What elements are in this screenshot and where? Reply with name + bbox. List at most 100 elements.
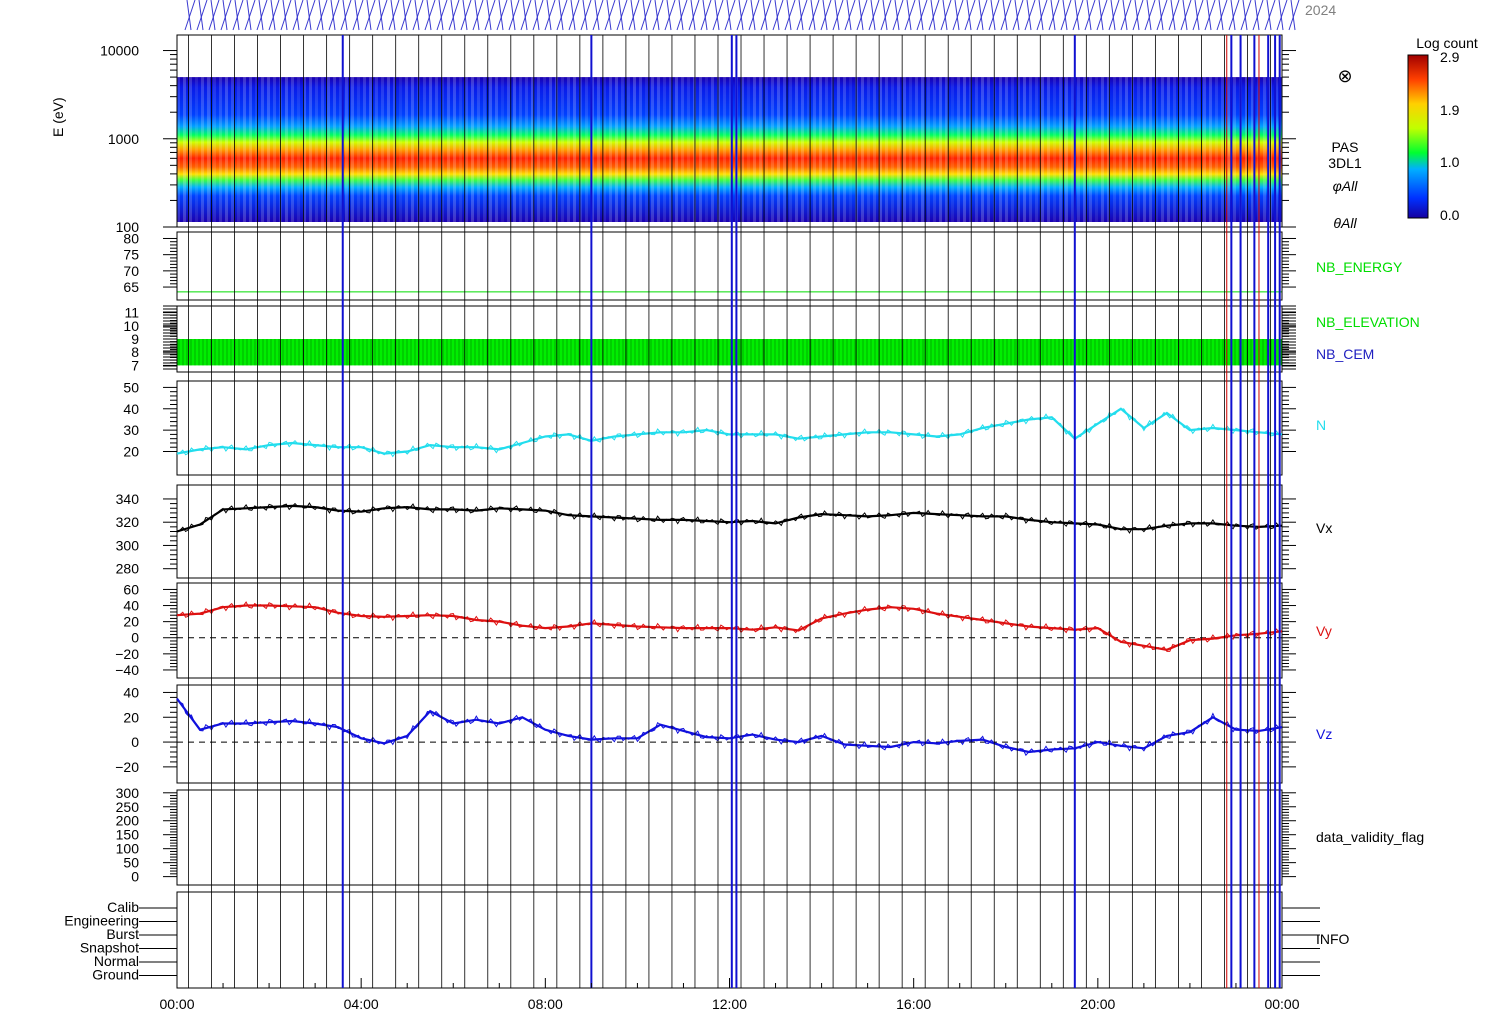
spectrogram-texture-column (867, 77, 870, 222)
spectrogram-texture-column (537, 77, 540, 222)
ytick-label: 20 (123, 709, 139, 725)
header-stroke (592, 0, 604, 31)
spectrogram-texture-column (453, 77, 456, 222)
header-stroke (1012, 0, 1024, 31)
spectrogram-texture-column (747, 77, 750, 222)
header-stroke (1038, 0, 1044, 31)
ytick-label: 40 (123, 684, 139, 700)
header-stroke (1062, 0, 1068, 31)
spectrogram-texture-column (1233, 77, 1236, 222)
label-nb-cem: NB_CEM (1316, 346, 1374, 362)
spectrogram-texture-column (1107, 77, 1110, 222)
spectrogram-texture-column (177, 77, 180, 222)
header-stroke (1276, 0, 1288, 31)
header-stroke (822, 0, 828, 31)
spectrogram-texture-column (639, 77, 642, 222)
spectrogram-texture-column (321, 77, 324, 222)
spectrogram-texture-column (519, 77, 522, 222)
header-stroke (762, 0, 768, 31)
header-stroke (186, 0, 192, 31)
series-noise-Vz (176, 698, 1280, 757)
header-stroke (1144, 0, 1156, 31)
colorbar-tick: 1.9 (1440, 102, 1460, 118)
spectrogram-texture-column (1209, 77, 1212, 222)
spectrogram-texture-column (531, 77, 534, 222)
header-stroke (798, 0, 804, 31)
header-stroke (1146, 0, 1152, 31)
header-stroke (376, 0, 388, 31)
spectrogram-texture-column (651, 77, 654, 222)
header-stroke (894, 0, 900, 31)
header-stroke (462, 0, 468, 31)
header-stroke (424, 0, 436, 31)
header-stroke (892, 0, 904, 31)
header-stroke (604, 0, 616, 31)
spectrogram-texture-column (729, 77, 732, 222)
spectrogram-texture-column (273, 77, 276, 222)
spectrogram-texture-column (627, 77, 630, 222)
spectrogram-label-3dl1: 3DL1 (1328, 155, 1362, 171)
header-stroke (1074, 0, 1080, 31)
header-stroke (1254, 0, 1260, 31)
spectrogram-texture-column (363, 77, 366, 222)
spectrogram-texture-column (207, 77, 210, 222)
spectrogram-texture-column (963, 77, 966, 222)
label-vx: Vx (1316, 520, 1332, 536)
panel-frame (176, 582, 1283, 679)
header-stroke (1134, 0, 1140, 31)
header-stroke (820, 0, 832, 31)
spectrogram-texture (177, 77, 1284, 222)
header-stroke (1206, 0, 1212, 31)
header-stroke (402, 0, 408, 31)
ytick-label: 50 (123, 379, 139, 395)
header-stroke (642, 0, 648, 31)
spectrogram-texture-column (807, 77, 810, 222)
header-stroke (1110, 0, 1116, 31)
time-tick-label: 08:00 (528, 996, 563, 1012)
ytick-label: 280 (116, 561, 140, 577)
spectrogram-texture-column (609, 77, 612, 222)
header-stroke (808, 0, 820, 31)
header-stroke (856, 0, 868, 31)
header-stroke (1242, 0, 1248, 31)
spectrogram-texture-column (219, 77, 222, 222)
spectrogram-texture-column (1119, 77, 1122, 222)
spectrogram-texture-column (1059, 77, 1062, 222)
spectrogram-texture-column (1071, 77, 1074, 222)
spectrogram-texture-column (1035, 77, 1038, 222)
header-stroke (282, 0, 288, 31)
spectrogram-texture-column (393, 77, 396, 222)
header-stroke (1192, 0, 1204, 31)
spectrogram-texture-column (1197, 77, 1200, 222)
header-stroke (702, 0, 708, 31)
spectrogram-texture-column (579, 77, 582, 222)
header-stroke (1278, 0, 1284, 31)
spectrogram-texture-column (1029, 77, 1032, 222)
header-stroke (690, 0, 696, 31)
spectrogram-texture-column (987, 77, 990, 222)
header-stroke (1156, 0, 1168, 31)
spectrogram-texture-column (333, 77, 336, 222)
spectrogram-texture-column (891, 77, 894, 222)
spectrogram-texture-column (369, 77, 372, 222)
ytick-label: 9 (131, 331, 139, 347)
header-stroke (354, 0, 360, 31)
header-stroke (748, 0, 760, 31)
header-stroke (940, 0, 952, 31)
spectrogram-texture-column (267, 77, 270, 222)
spectrogram-texture-column (567, 77, 570, 222)
series-noise-N (176, 408, 1280, 458)
header-stroke (1098, 0, 1104, 31)
spectrogram-texture-column (603, 77, 606, 222)
header-stroke (796, 0, 808, 31)
header-stroke (1218, 0, 1224, 31)
spectrogram-texture-column (753, 77, 756, 222)
header-stroke (844, 0, 856, 31)
spectrogram-texture-column (945, 77, 948, 222)
spectrogram-texture-column (405, 77, 408, 222)
spectrogram-texture-column (345, 77, 348, 222)
header-stroke (256, 0, 268, 31)
header-stroke (1072, 0, 1084, 31)
header-stroke (904, 0, 916, 31)
spectrogram-texture-column (1053, 77, 1056, 222)
